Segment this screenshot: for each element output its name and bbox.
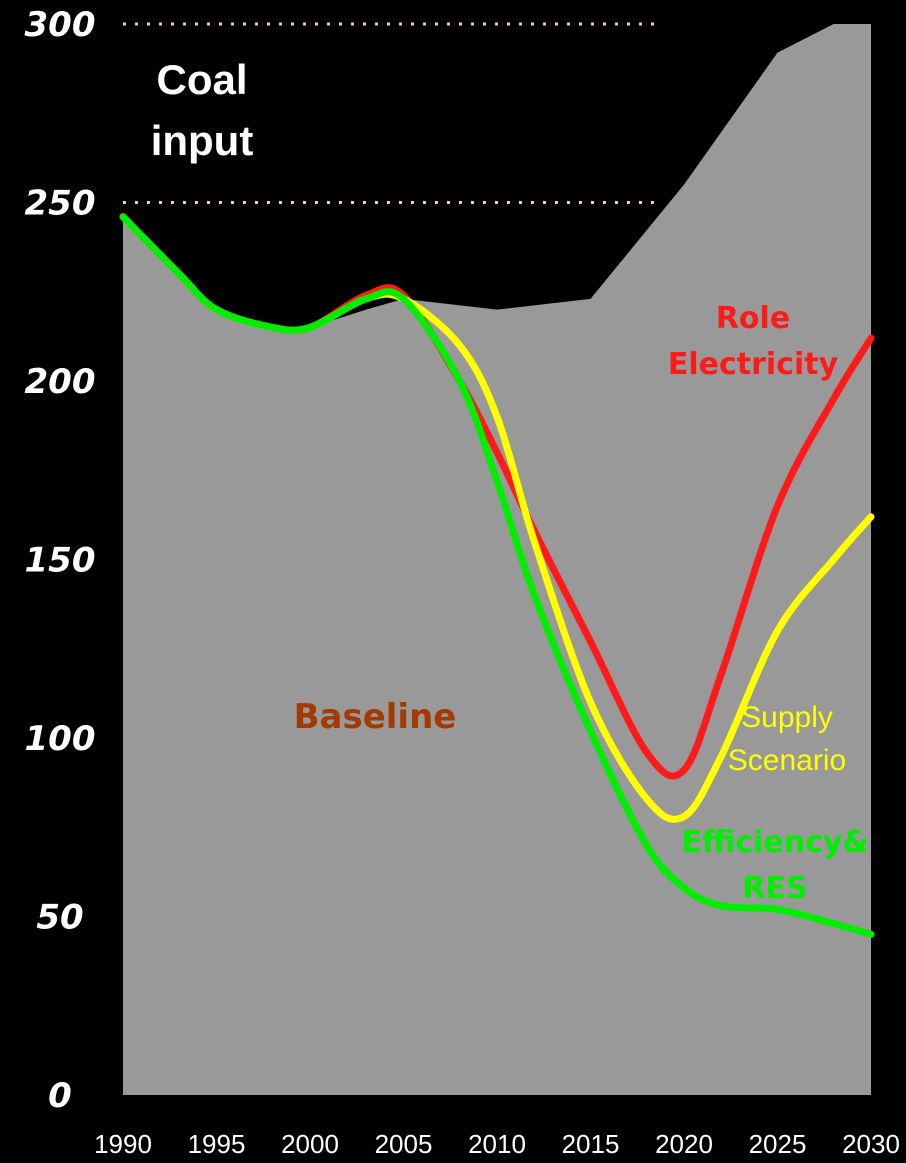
role-electricity-label-line2: Electricity	[668, 347, 839, 382]
y-tick-label: 50	[36, 898, 83, 938]
x-tick-label: 1995	[188, 1129, 246, 1159]
y-tick-label: 100	[25, 719, 96, 759]
x-tick-label: 1990	[94, 1129, 152, 1159]
y-tick-label: 250	[25, 184, 96, 224]
y-tick-label: 150	[25, 541, 96, 581]
series-line-efficiency-res	[119, 213, 875, 938]
y-axis-ticks: 0 50 100 150 200 250 300	[25, 5, 96, 1116]
role-electricity-label-line1: Role	[716, 301, 790, 336]
coal-input-label-line1: Coal	[156, 56, 247, 103]
x-tick-label: 2025	[749, 1129, 807, 1159]
efficiency-res-label-line2: RES	[742, 871, 807, 906]
y-tick-label: 200	[25, 362, 96, 402]
baseline-label: Baseline	[294, 697, 457, 737]
x-tick-label: 2005	[375, 1129, 433, 1159]
y-tick-label: 300	[25, 5, 96, 45]
supply-scenario-label-line2: Scenario	[728, 744, 846, 777]
x-tick-label: 2030	[842, 1129, 900, 1159]
supply-scenario-label-line1: Supply	[741, 701, 833, 734]
reference-lines	[123, 22, 662, 204]
coal-input-label-line2: input	[151, 117, 254, 164]
x-axis-ticks: 1990 1995 2000 2005 2010 2015 2020 2025 2030	[94, 1129, 900, 1159]
x-tick-label: 2015	[562, 1129, 620, 1159]
baseline-area-layer	[123, 24, 871, 1095]
series-lines	[119, 213, 875, 938]
x-tick-label: 2020	[655, 1129, 713, 1159]
x-tick-label: 2000	[281, 1129, 339, 1159]
y-tick-label: 0	[48, 1076, 72, 1116]
annotation-labels: Coal input Baseline Role Electricity Sup…	[151, 56, 869, 906]
efficiency-res-label-line1: Efficiency&	[681, 825, 868, 860]
x-tick-label: 2010	[468, 1129, 526, 1159]
baseline-area	[123, 24, 871, 1095]
